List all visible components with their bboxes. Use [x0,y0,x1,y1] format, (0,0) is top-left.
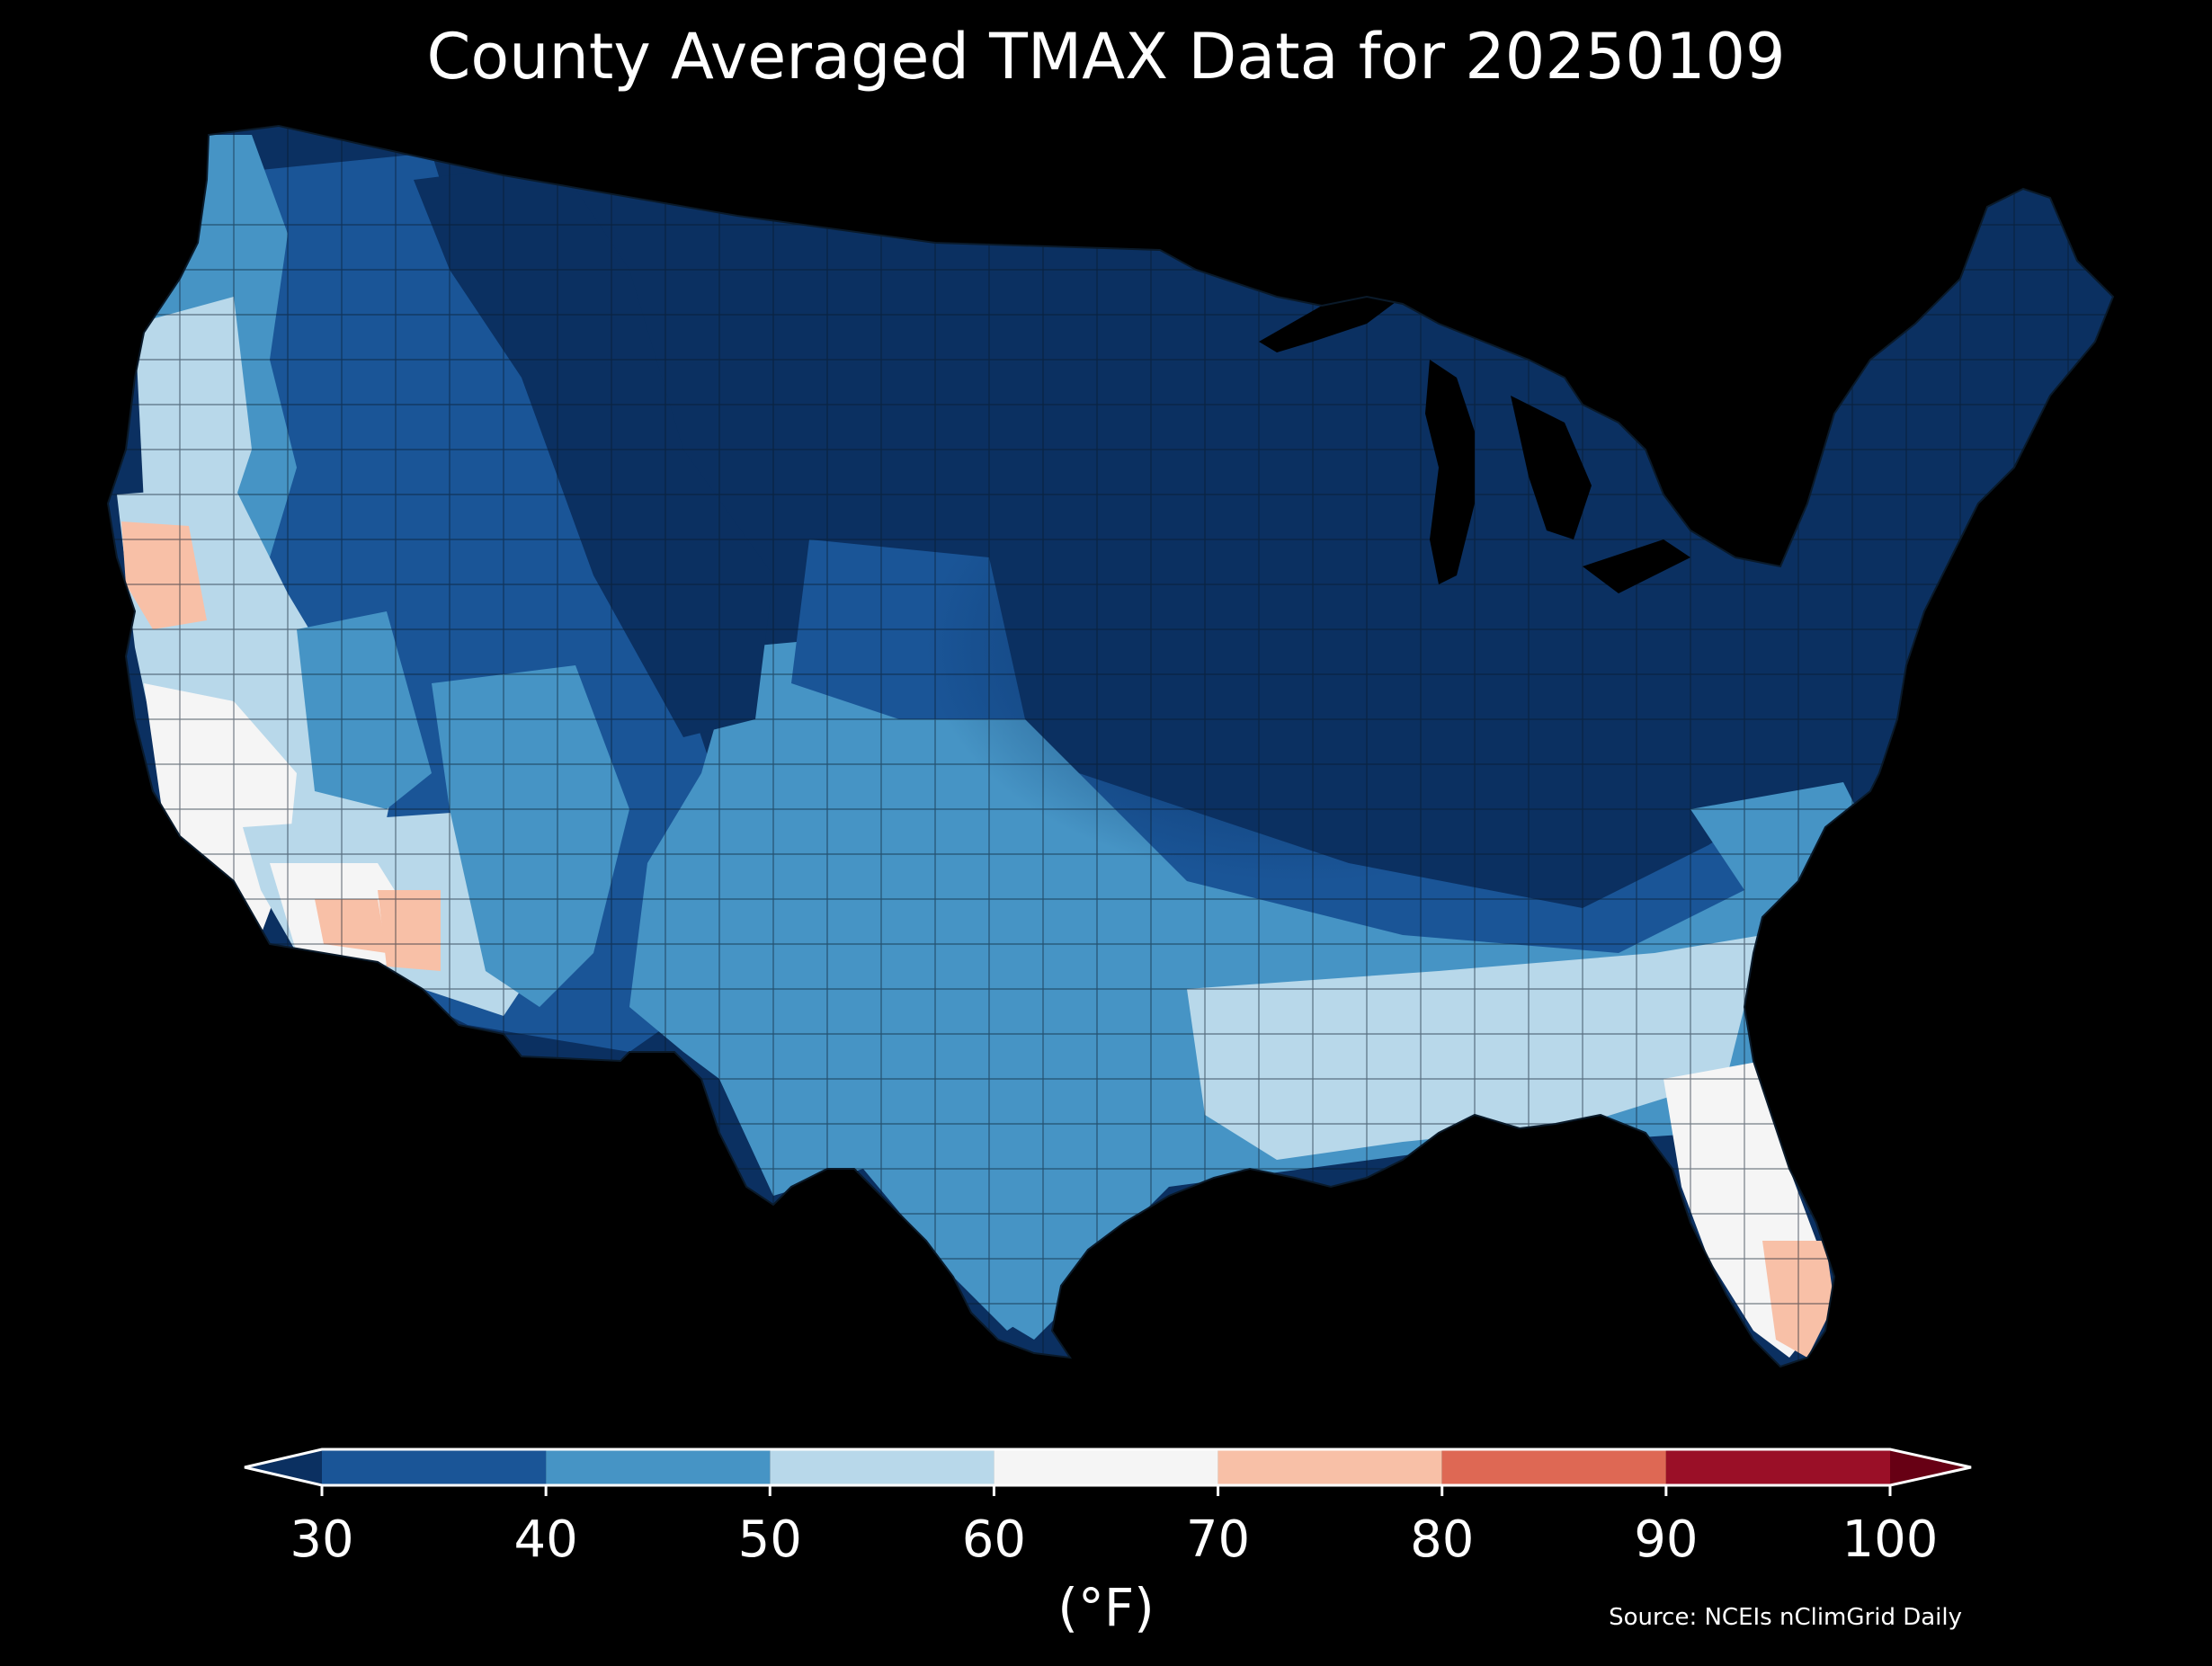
colorbar-tick-label-60: 60 [961,1510,1027,1569]
colorbar-tick-label-80: 80 [1410,1510,1475,1569]
colorbar-bin-40-50 [546,1449,771,1485]
colorbar-bin-90-100 [1665,1449,1890,1485]
lake-huron [1511,396,1592,539]
lake-michigan [1425,360,1475,584]
colorbar-bin-80-90 [1441,1449,1666,1485]
region-yuma [315,899,387,953]
colorbar-tick-label-50: 50 [737,1510,802,1569]
colorbar-tick-label-70: 70 [1185,1510,1251,1569]
region-sacramento-valley [121,521,207,629]
region-midsouth [1079,773,1762,953]
colorbar-unit-label: (°F) [1057,1577,1155,1638]
colorbar-bin-50-60 [770,1449,995,1485]
colorbar-tick-label-100: 100 [1842,1510,1939,1569]
lake-superior [1259,288,1403,352]
colorbar-tick-label-30: 30 [290,1510,354,1569]
colorbar-bin-60-70 [994,1449,1218,1485]
colorbar [244,1448,1972,1496]
lake-ontario [1708,494,1789,526]
colorbar-bin-30-40 [322,1449,547,1485]
region-phoenix [378,890,441,971]
region-oregon-coast [135,297,252,503]
colorbar-bin-70-80 [1217,1449,1442,1485]
colorbar-tick-label-90: 90 [1634,1510,1699,1569]
region-utah-az [432,665,629,1007]
lake-erie [1583,539,1690,593]
colorbar-extend-over [1890,1449,1971,1485]
us-outline [106,124,2115,1368]
colorbar-tick-label-40: 40 [513,1510,578,1569]
map-title: County Averaged TMAX Data for 20250109 [426,20,1786,94]
region-nevada-south [297,611,432,809]
source-note: Source: NCEIs nClimGrid Daily [1609,1604,1962,1631]
great-lakes [1259,288,1789,593]
colorbar-extend-under [245,1449,322,1485]
